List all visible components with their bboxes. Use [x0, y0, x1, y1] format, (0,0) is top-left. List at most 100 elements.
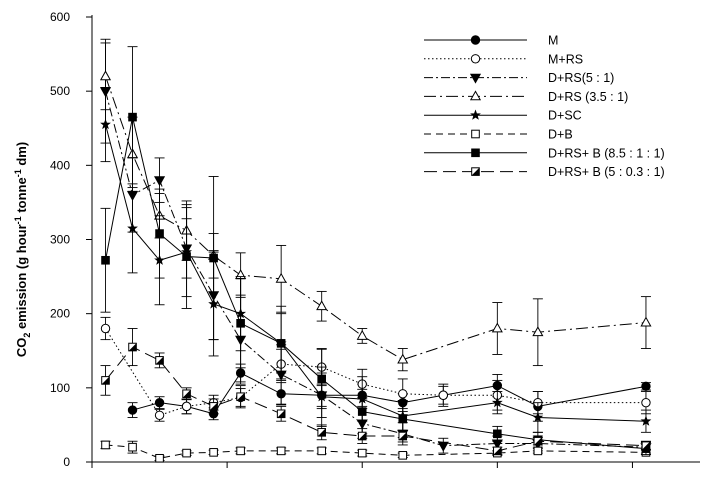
data-point [493, 446, 502, 456]
data-point [357, 407, 367, 416]
plot-area [99, 38, 652, 463]
y-tick-label: 0 [63, 455, 70, 469]
legend-label: M [548, 34, 558, 48]
data-point [209, 448, 218, 457]
y-axis-title: CO2 emission (g hour-1 tonne-1 dm) [13, 142, 32, 357]
data-point [532, 326, 544, 337]
legend-marker [470, 54, 481, 64]
data-point [532, 411, 544, 423]
data-point [397, 353, 409, 364]
data-point [398, 389, 408, 399]
legend-label: M+RS [548, 52, 583, 66]
legend-marker [470, 35, 481, 45]
series-line [105, 91, 646, 448]
legend-marker [471, 148, 480, 158]
y-tick-label: 200 [50, 307, 70, 321]
data-point [317, 428, 326, 437]
data-point [493, 429, 502, 439]
data-point [357, 431, 367, 441]
legend-label: D+B [548, 128, 573, 142]
legend-item-4: D+RS (3.5 : 1) [424, 90, 628, 104]
legend-item-5: D+SC [424, 109, 582, 123]
data-point [127, 405, 138, 415]
y-tick-label: 300 [50, 233, 70, 247]
y-tick-label: 100 [50, 381, 70, 395]
legend-marker [471, 167, 480, 176]
series-2 [100, 316, 651, 422]
series-1 [127, 363, 651, 422]
data-point [181, 401, 192, 412]
y-tick-label: 500 [50, 84, 70, 98]
data-point [641, 441, 651, 450]
data-point [182, 252, 191, 261]
series-8 [100, 328, 651, 456]
data-point [398, 431, 408, 441]
legend-item-3: D+RS(5 : 1) [424, 71, 614, 85]
data-point [491, 322, 503, 333]
legend-item-6: D+B [424, 128, 573, 142]
legend-item-7: D+RS+ B (8.5 : 1 : 1) [424, 146, 665, 160]
data-point [182, 389, 191, 399]
data-point [317, 374, 326, 384]
data-point [640, 415, 652, 426]
legend-item-1: M [424, 34, 558, 48]
data-point [99, 70, 112, 81]
data-point [154, 397, 165, 408]
data-point [533, 446, 543, 456]
y-tick-label: 400 [50, 158, 70, 172]
data-point [276, 446, 286, 456]
data-point [276, 409, 286, 419]
data-point [236, 446, 245, 456]
data-point [209, 253, 218, 263]
legend-label: D+RS+ B (5 : 0.3 : 1) [548, 165, 665, 179]
legend: M M+RS D+RS(5 : 1) D+RS (3.5 : 1) D+SC D+B D+R… [424, 34, 665, 179]
data-point [100, 118, 111, 130]
legend-label: D+RS(5 : 1) [548, 71, 614, 85]
data-point [275, 272, 287, 283]
data-point [209, 402, 218, 411]
data-point [100, 323, 111, 334]
data-point [398, 451, 408, 460]
legend-item-8: D+RS+ B (5 : 0.3 : 1) [424, 165, 665, 179]
legend-marker [470, 109, 481, 120]
legend-label: D+RS+ B (8.5 : 1 : 1) [548, 146, 665, 160]
data-point [316, 300, 328, 311]
legend-marker [469, 73, 482, 84]
axes: 0 100 200 300 400 500 600 CO2 emission (g hour-… [13, 10, 700, 469]
data-point [317, 446, 326, 456]
data-point [128, 342, 137, 352]
legend-marker [469, 90, 482, 101]
data-point [155, 453, 164, 463]
legend-marker [471, 129, 480, 139]
y-tick-label: 600 [50, 10, 70, 24]
data-point [640, 316, 652, 327]
data-point [128, 442, 137, 452]
data-point [356, 329, 368, 340]
data-point [182, 448, 191, 458]
data-point [276, 339, 286, 348]
data-point [128, 112, 137, 122]
data-point [155, 356, 164, 365]
data-point [236, 392, 245, 402]
legend-item-2: M+RS [424, 52, 583, 66]
series-7 [100, 46, 651, 456]
data-point [641, 381, 651, 392]
data-point [101, 440, 110, 450]
data-point [533, 436, 543, 446]
legend-label: D+SC [548, 109, 582, 123]
data-point [491, 397, 503, 408]
data-point [154, 410, 165, 420]
data-point [641, 397, 651, 408]
data-point [236, 319, 245, 328]
legend-label: D+RS (3.5 : 1) [548, 90, 628, 104]
data-point [101, 376, 110, 385]
data-point [101, 255, 110, 265]
data-point [154, 176, 166, 187]
data-point [437, 441, 449, 452]
data-point [357, 448, 367, 458]
data-point [155, 229, 164, 238]
data-point [127, 222, 138, 233]
data-point [438, 390, 448, 400]
data-point [398, 414, 408, 424]
